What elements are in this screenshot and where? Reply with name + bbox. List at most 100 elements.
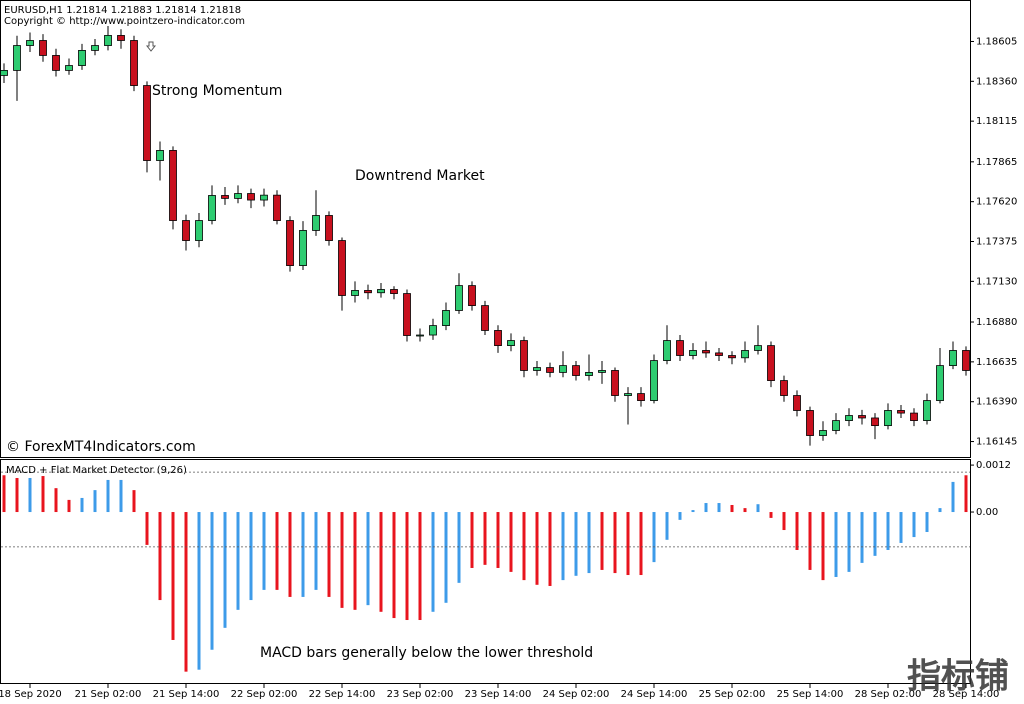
candle-body bbox=[507, 340, 515, 346]
candle-body bbox=[351, 290, 359, 296]
candle-body bbox=[845, 415, 853, 421]
symbol-line: EURUSD,H1 1.21814 1.21883 1.21814 1.2181… bbox=[4, 5, 241, 16]
candle-body bbox=[767, 345, 775, 381]
candle-body bbox=[299, 230, 307, 266]
candle-body bbox=[156, 150, 164, 161]
candle-body bbox=[858, 415, 866, 419]
candle-body bbox=[364, 290, 372, 294]
macd-bar bbox=[80, 497, 84, 513]
macd-bar bbox=[535, 512, 539, 585]
macd-bar bbox=[457, 512, 461, 583]
y-tick-label: 1.18605 bbox=[976, 36, 1017, 47]
x-tick-label: 28 Sep 02:00 bbox=[855, 689, 922, 700]
macd-bar bbox=[899, 512, 903, 543]
macd-bar bbox=[821, 512, 825, 581]
copyright: Copyright © http://www.pointzero-indicat… bbox=[4, 16, 245, 27]
candle-body bbox=[624, 393, 632, 396]
macd-bar bbox=[132, 490, 136, 513]
macd-bar bbox=[704, 503, 708, 513]
candle-body bbox=[169, 150, 177, 221]
macd-bar bbox=[249, 512, 253, 601]
macd-bar bbox=[158, 512, 162, 601]
x-tick-label: 25 Sep 02:00 bbox=[699, 689, 766, 700]
candle-body bbox=[221, 195, 229, 199]
y-tick-label: 1.16635 bbox=[976, 357, 1017, 368]
candle-body bbox=[702, 350, 710, 354]
candle-body bbox=[520, 340, 528, 371]
macd-bar bbox=[639, 512, 643, 576]
candle-body bbox=[832, 420, 840, 431]
macd-bar bbox=[41, 476, 45, 513]
y-tick-label: 1.18360 bbox=[976, 76, 1017, 87]
candle-body bbox=[754, 345, 762, 351]
candle-body bbox=[338, 240, 346, 296]
candle-body bbox=[26, 40, 34, 46]
candle-body bbox=[598, 370, 606, 373]
y-tick-label: 1.18115 bbox=[976, 116, 1017, 127]
candle-body bbox=[442, 310, 450, 326]
macd-bar bbox=[353, 512, 357, 610]
y-tick-label: 0.00 bbox=[976, 507, 998, 518]
macd-bar bbox=[834, 512, 838, 577]
macd-bar bbox=[613, 512, 617, 574]
candle-body bbox=[91, 45, 99, 51]
candle-body bbox=[78, 50, 86, 66]
candle-body bbox=[910, 412, 918, 421]
candle-body bbox=[806, 410, 814, 436]
candle-body bbox=[390, 289, 398, 294]
macd-bar bbox=[561, 512, 565, 581]
macd-bar bbox=[795, 512, 799, 550]
y-tick-label: 1.16145 bbox=[976, 437, 1017, 448]
candle-body bbox=[650, 360, 658, 401]
candle-body bbox=[403, 293, 411, 336]
x-tick-label: 24 Sep 02:00 bbox=[543, 689, 610, 700]
candle-body bbox=[13, 45, 21, 71]
macd-bar bbox=[236, 512, 240, 610]
candle-body bbox=[0, 70, 8, 76]
candle-body bbox=[455, 285, 463, 311]
candle-body bbox=[468, 285, 476, 306]
macd-bar bbox=[470, 512, 474, 568]
macd-bar bbox=[548, 512, 552, 586]
macd-bar bbox=[886, 512, 890, 550]
x-tick-label: 25 Sep 14:00 bbox=[777, 689, 844, 700]
candle-body bbox=[312, 215, 320, 231]
candle-body bbox=[325, 215, 333, 241]
candle-body bbox=[481, 305, 489, 331]
macd-pane bbox=[0, 459, 971, 684]
macd-bar bbox=[223, 512, 227, 628]
y-tick-label: 1.16880 bbox=[976, 317, 1017, 328]
candle-body bbox=[52, 55, 60, 71]
macd-bar bbox=[808, 512, 812, 570]
candle-body bbox=[234, 193, 242, 199]
candle-body bbox=[572, 365, 580, 376]
candle-body bbox=[130, 40, 138, 86]
macd-bar bbox=[847, 512, 851, 572]
macd-bar bbox=[860, 512, 864, 563]
y-tick-label: 1.16390 bbox=[976, 397, 1017, 408]
macd-bar bbox=[15, 477, 19, 513]
macd-bar bbox=[600, 512, 604, 570]
x-tick-label: 22 Sep 14:00 bbox=[309, 689, 376, 700]
candle-body bbox=[780, 380, 788, 396]
candle-body bbox=[637, 393, 645, 401]
macd-bar bbox=[522, 512, 526, 581]
arrow-icon bbox=[145, 41, 157, 52]
candle-body bbox=[273, 194, 281, 221]
candle-body bbox=[429, 325, 437, 336]
macd-bar bbox=[28, 477, 32, 513]
macd-bar bbox=[184, 512, 188, 672]
macd-bar bbox=[574, 512, 578, 576]
macd-bar bbox=[262, 512, 266, 590]
candle-body bbox=[819, 430, 827, 436]
candle-body bbox=[182, 220, 190, 241]
macd-title: MACD + Flat Market Detector (9,26) bbox=[6, 465, 187, 476]
macd-bar bbox=[54, 488, 58, 513]
x-tick-label: 21 Sep 14:00 bbox=[153, 689, 220, 700]
candle-body bbox=[897, 410, 905, 414]
macd-bar bbox=[340, 512, 344, 608]
candle-body bbox=[208, 195, 216, 221]
candle-body bbox=[949, 350, 957, 367]
x-tick-label: 23 Sep 14:00 bbox=[465, 689, 532, 700]
